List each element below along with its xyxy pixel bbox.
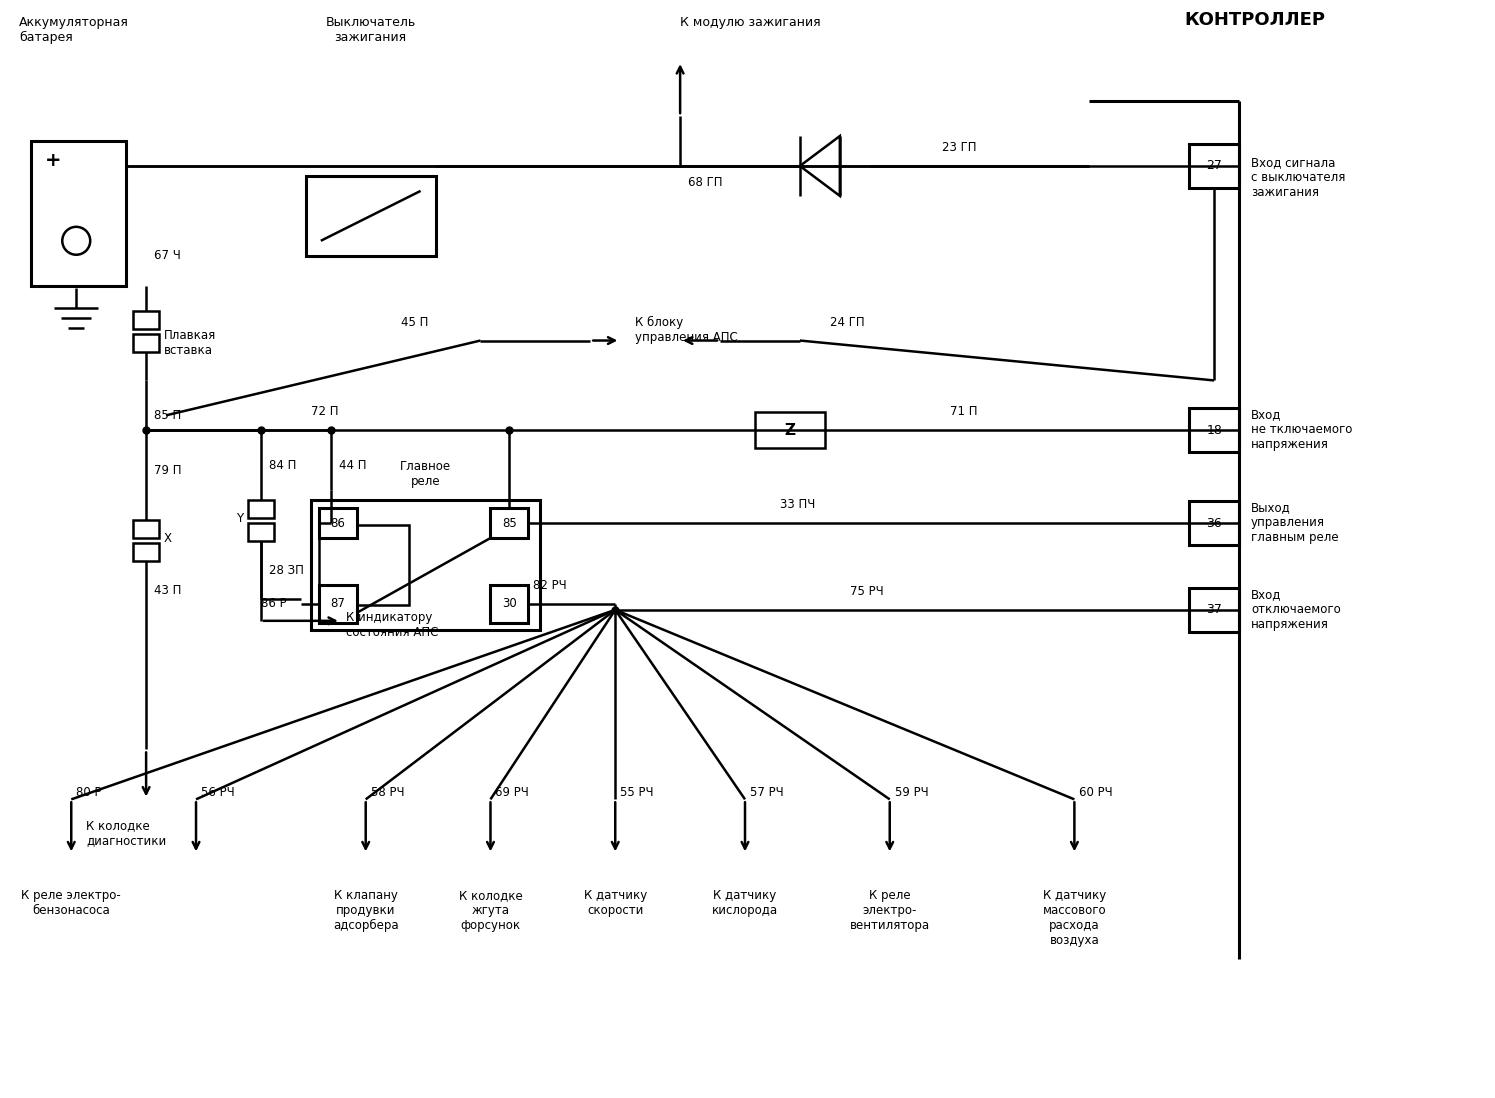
Bar xyxy=(318,585,357,623)
Text: 58 РЧ: 58 РЧ xyxy=(371,786,404,799)
Bar xyxy=(490,508,528,538)
Text: К датчику
массового
расхода
воздуха: К датчику массового расхода воздуха xyxy=(1042,889,1106,948)
Text: Главное
реле: Главное реле xyxy=(401,460,451,489)
Text: 45 П: 45 П xyxy=(401,315,428,328)
Text: Y: Y xyxy=(236,512,244,525)
Text: 18: 18 xyxy=(1206,424,1221,437)
Text: Вход
не тключаемого
напряжения: Вход не тключаемого напряжения xyxy=(1251,408,1353,451)
Bar xyxy=(311,500,540,630)
Text: Аккумуляторная
батарея: Аккумуляторная батарея xyxy=(19,16,129,44)
Bar xyxy=(755,413,825,448)
Text: К датчику
кислорода: К датчику кислорода xyxy=(712,889,777,917)
Bar xyxy=(248,523,274,541)
Text: Вход сигнала
с выключателя
зажигания: Вход сигнала с выключателя зажигания xyxy=(1251,156,1346,199)
Text: 84 П: 84 П xyxy=(269,459,296,472)
Text: 82 РЧ: 82 РЧ xyxy=(534,579,567,592)
Text: +: + xyxy=(45,152,61,170)
Bar xyxy=(306,176,435,256)
Text: 85: 85 xyxy=(502,516,517,529)
Text: 43 П: 43 П xyxy=(154,584,181,597)
Bar xyxy=(31,141,126,285)
Bar xyxy=(248,500,274,518)
Text: 71 П: 71 П xyxy=(949,405,978,418)
Bar xyxy=(133,334,158,351)
Text: 28 ЗП: 28 ЗП xyxy=(269,564,303,578)
Text: 55 РЧ: 55 РЧ xyxy=(620,786,653,799)
Bar xyxy=(318,508,357,538)
Text: Плавкая
вставка: Плавкая вставка xyxy=(164,328,217,357)
Text: Вход
отключаемого
напряжения: Вход отключаемого напряжения xyxy=(1251,587,1341,631)
Text: 37: 37 xyxy=(1206,603,1221,616)
Text: 67 Ч: 67 Ч xyxy=(154,249,181,262)
Text: К датчику
скорости: К датчику скорости xyxy=(583,889,647,917)
Text: 24 ГП: 24 ГП xyxy=(830,315,864,328)
Text: 44 П: 44 П xyxy=(339,459,366,472)
Text: 30: 30 xyxy=(502,597,517,610)
Text: 69 РЧ: 69 РЧ xyxy=(495,786,529,799)
Text: 57 РЧ: 57 РЧ xyxy=(750,786,783,799)
Text: 80 Р: 80 Р xyxy=(76,786,102,799)
Text: 33 ПЧ: 33 ПЧ xyxy=(780,498,815,511)
Text: X: X xyxy=(164,531,172,545)
Text: 60 РЧ: 60 РЧ xyxy=(1079,786,1112,799)
Text: К клапану
продувки
адсорбера: К клапану продувки адсорбера xyxy=(333,889,399,932)
Bar xyxy=(133,520,158,538)
Text: Выключатель
зажигания: Выключатель зажигания xyxy=(326,16,416,44)
Text: 68 ГП: 68 ГП xyxy=(688,176,722,189)
Text: 23 ГП: 23 ГП xyxy=(942,141,976,154)
Text: К реле
электро-
вентилятора: К реле электро- вентилятора xyxy=(849,889,930,932)
Text: К реле электро-
бензонасоса: К реле электро- бензонасоса xyxy=(21,889,121,917)
Text: 86: 86 xyxy=(330,516,345,529)
Text: 75 РЧ: 75 РЧ xyxy=(849,585,884,598)
Text: К блоку
управления АПС: К блоку управления АПС xyxy=(635,315,739,344)
Bar xyxy=(1189,587,1239,631)
Bar xyxy=(133,544,158,561)
Text: К колодке
жгута
форсунок: К колодке жгута форсунок xyxy=(459,889,522,932)
Bar xyxy=(1189,144,1239,188)
Polygon shape xyxy=(800,136,840,195)
Text: КОНТРОЛЛЕР: КОНТРОЛЛЕР xyxy=(1184,11,1325,30)
Text: 79 П: 79 П xyxy=(154,463,181,477)
Text: 27: 27 xyxy=(1206,159,1221,172)
Text: К колодке
диагностики: К колодке диагностики xyxy=(87,819,166,848)
Text: 59 РЧ: 59 РЧ xyxy=(894,786,928,799)
Text: Z: Z xyxy=(785,423,795,438)
Text: 56 РЧ: 56 РЧ xyxy=(200,786,235,799)
Text: 72 П: 72 П xyxy=(311,405,338,418)
Text: 86 Р: 86 Р xyxy=(262,597,287,610)
Text: К индикатору
состояния АПС: К индикатору состояния АПС xyxy=(345,610,438,639)
Text: К модулю зажигания: К модулю зажигания xyxy=(680,16,821,30)
Bar xyxy=(318,525,408,605)
Bar xyxy=(133,311,158,328)
Bar xyxy=(1189,501,1239,545)
Text: 87: 87 xyxy=(330,597,345,610)
Text: 85 П: 85 П xyxy=(154,410,181,423)
Text: 36: 36 xyxy=(1206,516,1221,529)
Bar xyxy=(1189,408,1239,452)
Text: Выход
управления
главным реле: Выход управления главным реле xyxy=(1251,501,1338,545)
Bar xyxy=(490,585,528,623)
